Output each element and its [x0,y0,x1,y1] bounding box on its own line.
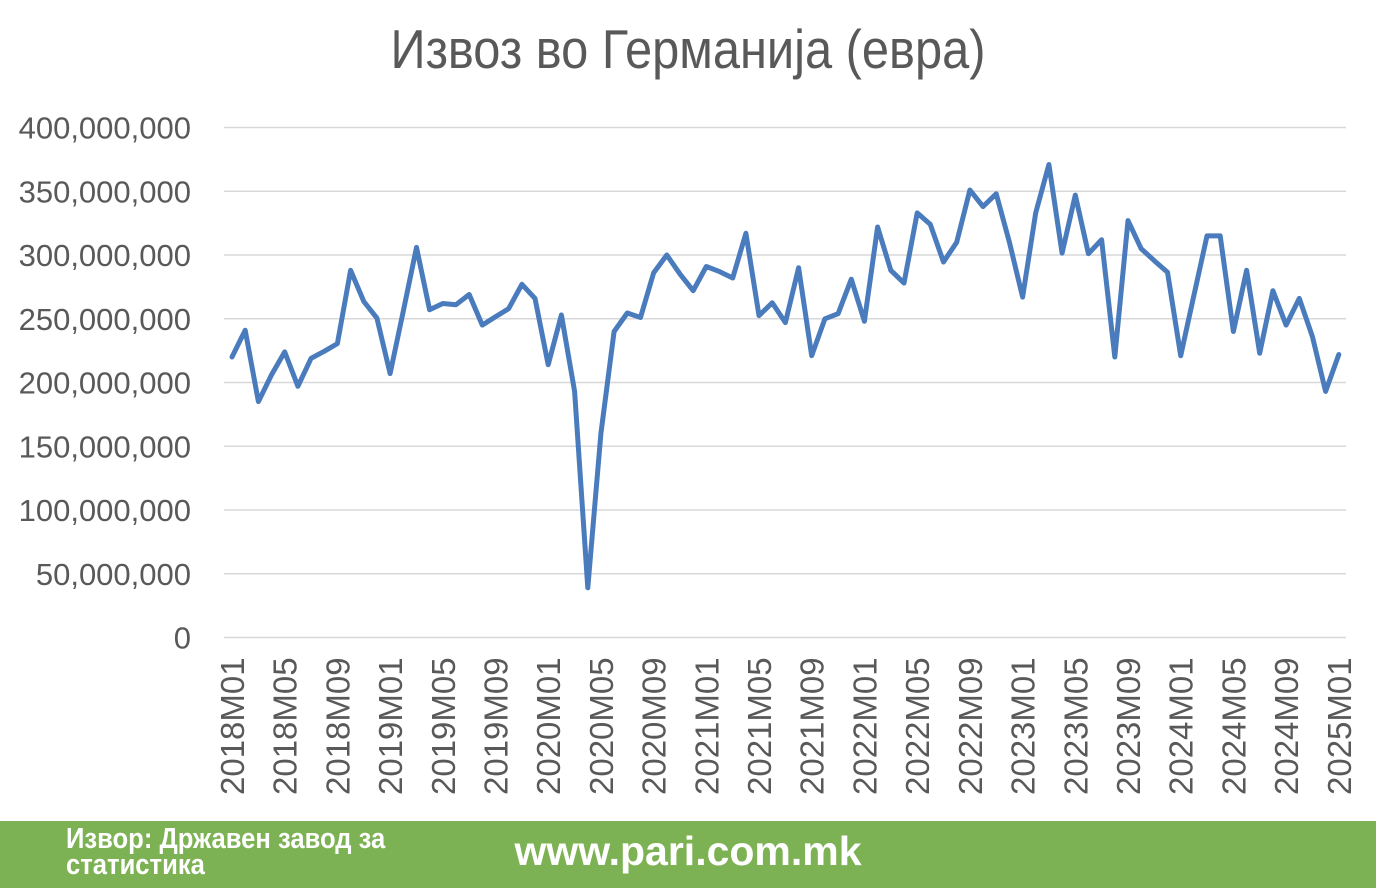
svg-text:2025M01: 2025M01 [1321,657,1358,795]
svg-text:2024M01: 2024M01 [1163,657,1200,795]
svg-text:50,000,000: 50,000,000 [36,557,191,592]
svg-text:0: 0 [174,621,191,656]
svg-text:2018M09: 2018M09 [319,657,356,795]
svg-text:2022M01: 2022M01 [846,657,883,795]
svg-text:2021M05: 2021M05 [741,657,778,795]
svg-text:2023M05: 2023M05 [1057,657,1094,795]
svg-text:2023M01: 2023M01 [1005,657,1042,795]
svg-text:350,000,000: 350,000,000 [19,174,191,209]
svg-text:2019M09: 2019M09 [478,657,515,795]
svg-text:100,000,000: 100,000,000 [19,493,191,528]
svg-text:2020M09: 2020M09 [636,657,673,795]
svg-text:2018M01: 2018M01 [214,657,251,795]
svg-text:2022M09: 2022M09 [952,657,989,795]
svg-text:2023M09: 2023M09 [1110,657,1147,795]
svg-text:2024M05: 2024M05 [1215,657,1252,795]
svg-text:2019M01: 2019M01 [372,657,409,795]
svg-text:2020M01: 2020M01 [530,657,567,795]
svg-text:Извоз во Германија (евра): Извоз во Германија (евра) [391,18,986,80]
svg-text:2024M09: 2024M09 [1268,657,1305,795]
svg-text:2019M05: 2019M05 [425,657,462,795]
svg-text:2020M05: 2020M05 [583,657,620,795]
svg-text:150,000,000: 150,000,000 [19,429,191,464]
svg-text:200,000,000: 200,000,000 [19,366,191,401]
svg-text:300,000,000: 300,000,000 [19,238,191,273]
svg-text:2021M01: 2021M01 [688,657,725,795]
svg-text:2022M05: 2022M05 [899,657,936,795]
svg-text:2018M05: 2018M05 [267,657,304,795]
svg-text:400,000,000: 400,000,000 [19,111,191,146]
svg-text:2021M09: 2021M09 [794,657,831,795]
svg-text:250,000,000: 250,000,000 [19,302,191,337]
